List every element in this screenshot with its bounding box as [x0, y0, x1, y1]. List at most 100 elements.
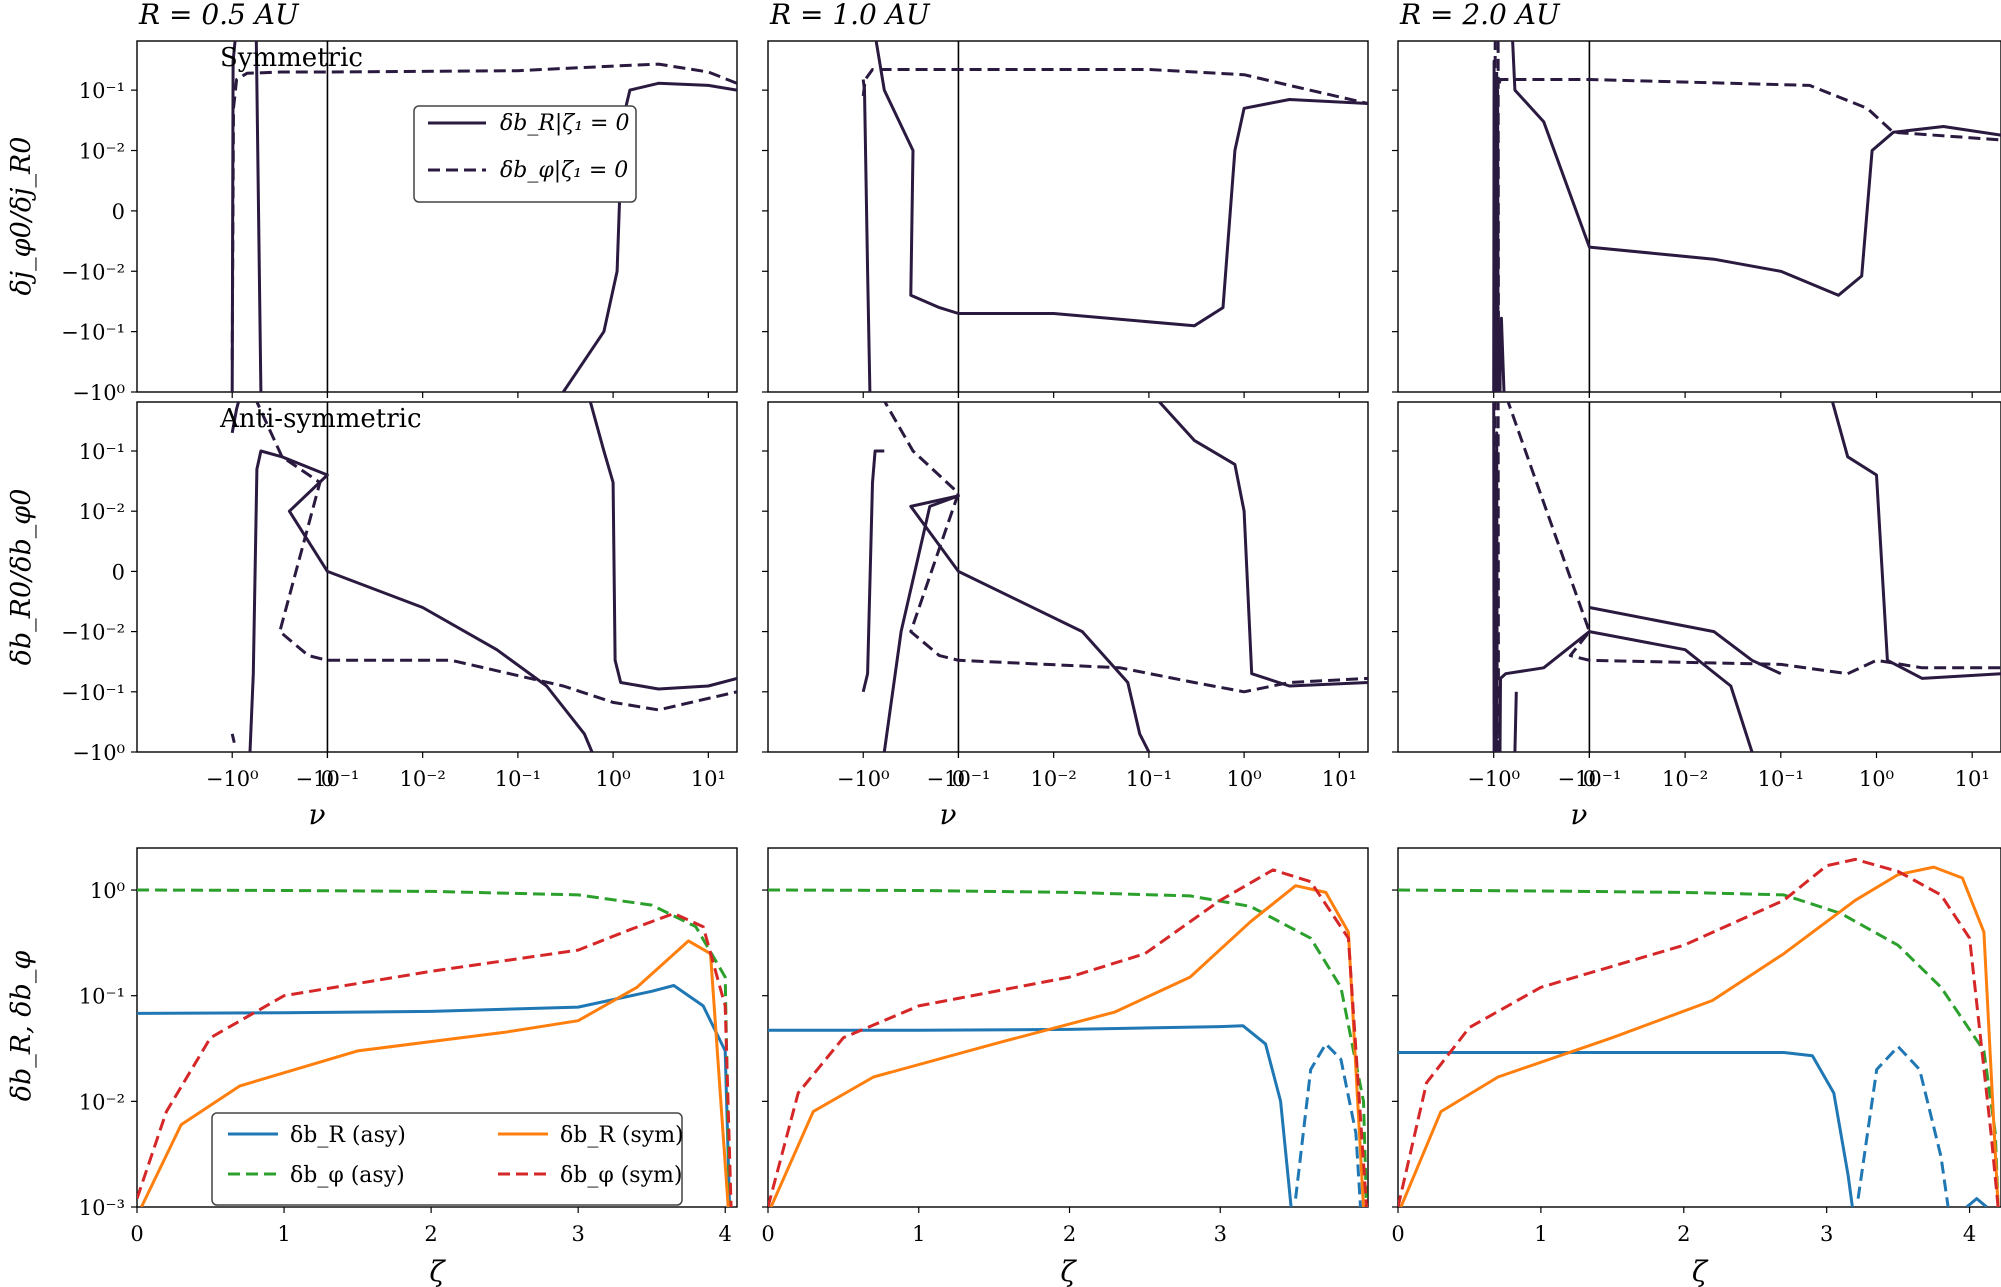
panel-frame — [1397, 40, 2001, 393]
x-tick-label: 10⁻¹ — [495, 767, 541, 791]
y-axis-label-bottom: δb_R, δb_φ — [6, 951, 37, 1102]
row-label-symmetric: Symmetric — [220, 43, 363, 73]
y-tick-label: 10⁻² — [79, 1090, 125, 1114]
series-line — [768, 1024, 1293, 1207]
dbR-curve — [1830, 402, 2001, 680]
x-axis-label: ν — [308, 798, 325, 831]
legend-label: δb_φ (asy) — [290, 1163, 405, 1188]
y-tick-label: 0 — [112, 560, 125, 584]
dbR-curve — [230, 402, 241, 434]
x-tick-label: 1 — [1534, 1222, 1547, 1246]
curve-group — [1492, 402, 2001, 752]
y-tick-label: 10⁻³ — [79, 1196, 125, 1220]
x-tick-label: 10¹ — [691, 767, 726, 791]
dbR-curve — [1589, 606, 1782, 676]
dbphi-curve — [230, 62, 737, 361]
series-line — [137, 984, 732, 1207]
y-tick-label: −10⁰ — [72, 381, 125, 405]
curve-group — [230, 41, 737, 392]
x-tick-label: 10⁰ — [1859, 767, 1894, 791]
x-tick-label: 10⁻² — [1031, 767, 1077, 791]
x-tick-label: −10⁰ — [1467, 767, 1520, 791]
x-axis-label: ζ — [1692, 1255, 1709, 1287]
series-group — [768, 868, 1368, 1207]
dbR-curve — [1495, 88, 1500, 392]
series-line — [769, 884, 1365, 1207]
y-tick-label: 10⁰ — [90, 879, 125, 903]
y-tick-label: 10⁻² — [79, 140, 125, 164]
x-tick-label: 0 — [130, 1222, 143, 1246]
x-tick-label: 3 — [1214, 1222, 1227, 1246]
x-tick-label: 10⁰ — [1227, 767, 1262, 791]
x-axis-label: ζ — [1060, 1255, 1077, 1287]
x-tick-label: −10⁻¹ — [1557, 767, 1621, 791]
x-tick-label: 2 — [1063, 1222, 1076, 1246]
panel-frame — [1397, 401, 2001, 753]
dbphi-curve — [883, 402, 1368, 694]
x-tick-label: 4 — [719, 1222, 732, 1246]
dbR-curve — [861, 79, 872, 392]
series-line — [1398, 1051, 1854, 1207]
panel-frame — [767, 847, 1369, 1208]
legend-label: δb_φ (sym) — [560, 1163, 682, 1188]
curve-group — [230, 402, 737, 752]
x-tick-label: 0 — [761, 1222, 774, 1246]
panel-frame — [136, 40, 738, 393]
series-line — [140, 939, 730, 1207]
y-tick-label: 10⁻¹ — [79, 985, 125, 1009]
panel-frame — [1397, 847, 2001, 1208]
x-axis-label: ζ — [429, 1255, 446, 1287]
x-tick-label: 10⁻¹ — [1758, 767, 1804, 791]
panel-frame — [136, 401, 738, 753]
dbphi-curve — [1497, 78, 2001, 142]
series-line — [1398, 888, 2000, 1207]
column-title: R = 2.0 AU — [1399, 0, 1561, 31]
x-tick-label: 2 — [1677, 1222, 1690, 1246]
x-tick-label: 3 — [571, 1222, 584, 1246]
y-tick-label: −10⁻² — [61, 621, 125, 645]
y-tick-label: −10⁰ — [72, 741, 125, 765]
y-tick-label: 10⁻¹ — [79, 440, 125, 464]
dbR-curve — [874, 41, 1368, 328]
series-group — [1398, 857, 2000, 1207]
x-tick-label: −10⁻¹ — [296, 767, 360, 791]
x-tick-label: 4 — [1963, 1222, 1976, 1246]
x-axis-label: ν — [1570, 798, 1587, 831]
x-tick-label: −10⁰ — [206, 767, 259, 791]
series-group — [137, 888, 733, 1207]
series-line — [137, 888, 732, 1207]
y-axis-label-middle: δb_R0/δb_φ0 — [6, 489, 37, 666]
legend-box — [211, 1112, 683, 1206]
column-title: R = 0.5 AU — [138, 0, 300, 31]
series-line — [768, 888, 1368, 1207]
x-tick-label: 10⁻² — [1662, 767, 1708, 791]
legend-label: δb_R (sym) — [560, 1123, 684, 1148]
dbR-curve — [1498, 630, 1754, 752]
x-tick-label: 10¹ — [1322, 767, 1357, 791]
legend-box — [413, 105, 637, 203]
x-tick-label: −10⁰ — [837, 767, 890, 791]
row-label-antisymmetric: Anti-symmetric — [219, 404, 422, 434]
dbphi-curve — [255, 402, 737, 712]
legend-label: δb_R|ζ₁ = 0 — [500, 111, 629, 136]
x-tick-label: 0 — [1391, 1222, 1404, 1246]
series-line — [1399, 865, 2000, 1207]
y-tick-label: −10⁻¹ — [61, 321, 125, 345]
curve-group — [1492, 41, 2001, 392]
x-tick-label: 0 — [321, 767, 334, 791]
panel-frame — [136, 847, 738, 1208]
dbR-curve — [861, 449, 885, 693]
x-tick-label: 10⁻¹ — [1126, 767, 1172, 791]
x-tick-label: 1 — [277, 1222, 290, 1246]
panel-frame — [767, 40, 1369, 393]
dbR-curve — [1498, 316, 1506, 392]
x-tick-label: 10¹ — [1955, 767, 1990, 791]
series-line — [137, 912, 733, 1207]
dbphi-curve — [861, 68, 1368, 105]
x-tick-label: 0 — [952, 767, 965, 791]
y-tick-label: −10⁻² — [61, 260, 125, 284]
y-tick-label: 0 — [112, 200, 125, 224]
curve-group — [861, 402, 1368, 752]
x-tick-label: 10⁻² — [400, 767, 446, 791]
